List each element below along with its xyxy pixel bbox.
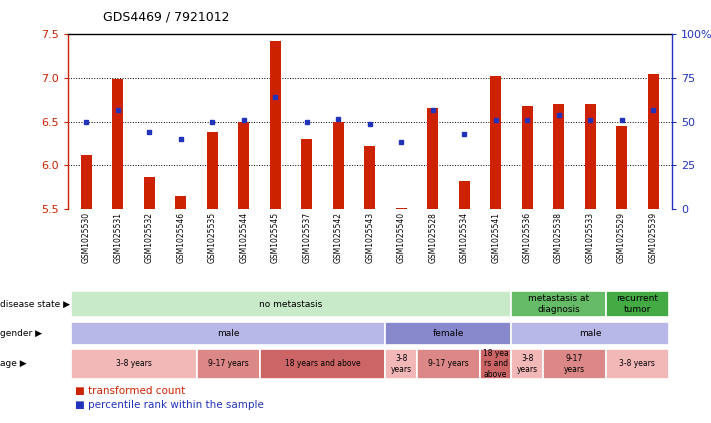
- Bar: [207, 132, 218, 209]
- Text: 9-17 years: 9-17 years: [428, 360, 469, 368]
- Text: recurrent
tumor: recurrent tumor: [616, 294, 658, 314]
- Text: metastasis at
diagnosis: metastasis at diagnosis: [528, 294, 589, 314]
- Bar: [490, 76, 501, 209]
- Bar: [301, 139, 312, 209]
- Text: GSM1025528: GSM1025528: [428, 212, 437, 263]
- Text: male: male: [217, 329, 240, 338]
- Bar: [70, 321, 385, 345]
- Bar: [616, 126, 627, 209]
- Bar: [112, 80, 124, 209]
- Text: 3-8
years: 3-8 years: [390, 354, 412, 374]
- Bar: [197, 349, 260, 379]
- Bar: [522, 106, 533, 209]
- Text: ■ transformed count: ■ transformed count: [75, 386, 185, 396]
- Bar: [176, 196, 186, 209]
- Bar: [81, 155, 92, 209]
- Text: 9-17 years: 9-17 years: [208, 360, 248, 368]
- Bar: [260, 349, 385, 379]
- Text: GSM1025539: GSM1025539: [648, 212, 658, 263]
- Text: GSM1025546: GSM1025546: [176, 212, 186, 263]
- Text: gender ▶: gender ▶: [0, 329, 42, 338]
- Text: GSM1025540: GSM1025540: [397, 212, 406, 263]
- Text: GSM1025538: GSM1025538: [554, 212, 563, 263]
- Text: GSM1025545: GSM1025545: [271, 212, 280, 263]
- Text: female: female: [433, 329, 464, 338]
- Bar: [144, 177, 155, 209]
- Text: GSM1025542: GSM1025542: [333, 212, 343, 263]
- Text: male: male: [579, 329, 602, 338]
- Text: 9-17
years: 9-17 years: [564, 354, 585, 374]
- Text: GDS4469 / 7921012: GDS4469 / 7921012: [103, 10, 230, 23]
- Bar: [417, 349, 480, 379]
- Text: GSM1025532: GSM1025532: [145, 212, 154, 263]
- Text: age ▶: age ▶: [0, 360, 26, 368]
- Text: GSM1025531: GSM1025531: [114, 212, 122, 263]
- Text: GSM1025534: GSM1025534: [459, 212, 469, 263]
- Text: GSM1025536: GSM1025536: [523, 212, 532, 263]
- Text: no metastasis: no metastasis: [260, 299, 323, 309]
- Bar: [606, 291, 669, 317]
- Text: GSM1025544: GSM1025544: [240, 212, 248, 263]
- Text: 3-8 years: 3-8 years: [116, 360, 151, 368]
- Bar: [385, 321, 511, 345]
- Text: GSM1025535: GSM1025535: [208, 212, 217, 263]
- Bar: [364, 146, 375, 209]
- Text: ■ percentile rank within the sample: ■ percentile rank within the sample: [75, 400, 264, 410]
- Text: 18 years and above: 18 years and above: [284, 360, 360, 368]
- Text: 3-8
years: 3-8 years: [516, 354, 538, 374]
- Bar: [396, 208, 407, 209]
- Text: GSM1025529: GSM1025529: [617, 212, 626, 263]
- Bar: [511, 291, 606, 317]
- Bar: [385, 349, 417, 379]
- Bar: [511, 349, 542, 379]
- Bar: [511, 321, 669, 345]
- Text: disease state ▶: disease state ▶: [0, 299, 70, 309]
- Bar: [70, 349, 197, 379]
- Text: GSM1025537: GSM1025537: [302, 212, 311, 263]
- Bar: [648, 74, 658, 209]
- Text: GSM1025543: GSM1025543: [365, 212, 374, 263]
- Text: GSM1025530: GSM1025530: [82, 212, 91, 263]
- Bar: [333, 121, 343, 209]
- Bar: [70, 291, 511, 317]
- Bar: [459, 181, 470, 209]
- Bar: [480, 349, 511, 379]
- Bar: [553, 104, 564, 209]
- Text: GSM1025541: GSM1025541: [491, 212, 500, 263]
- Bar: [606, 349, 669, 379]
- Bar: [542, 349, 606, 379]
- Bar: [238, 121, 250, 209]
- Text: 18 yea
rs and
above: 18 yea rs and above: [483, 349, 508, 379]
- Bar: [269, 41, 281, 209]
- Bar: [427, 108, 438, 209]
- Bar: [584, 104, 596, 209]
- Text: 3-8 years: 3-8 years: [619, 360, 656, 368]
- Text: GSM1025533: GSM1025533: [586, 212, 594, 263]
